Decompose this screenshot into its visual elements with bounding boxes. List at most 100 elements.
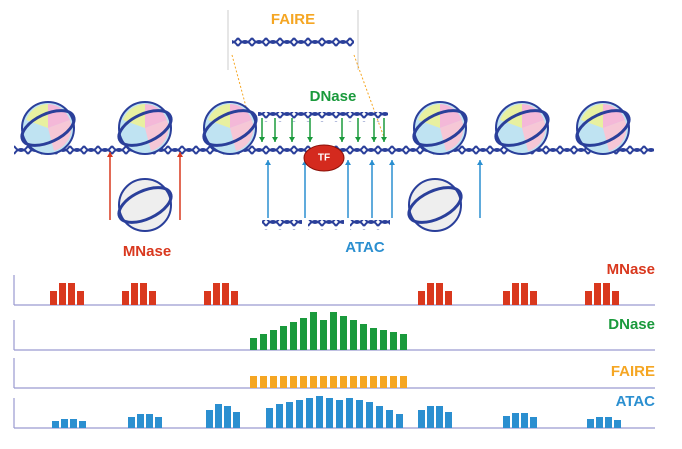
signal-bar xyxy=(427,283,434,305)
signal-bar xyxy=(596,417,603,428)
dna-wrap xyxy=(494,109,550,147)
signal-bar xyxy=(530,291,537,305)
signal-bar xyxy=(260,376,267,388)
signal-bar xyxy=(290,322,297,350)
signal-bar xyxy=(346,398,353,428)
signal-bar xyxy=(356,400,363,428)
dna-fragment xyxy=(308,220,344,230)
dna-fragment xyxy=(232,36,354,48)
signal-bar xyxy=(320,376,327,388)
dna-wrap xyxy=(412,109,468,147)
signal-bar xyxy=(418,291,425,305)
signal-bar xyxy=(366,402,373,428)
signal-bar xyxy=(122,291,129,305)
arrow-head xyxy=(381,137,387,142)
arrow-head xyxy=(265,160,271,165)
signal-bar xyxy=(137,414,144,428)
signal-bar xyxy=(140,283,147,305)
nucleosome-core xyxy=(118,178,172,232)
signal-bar xyxy=(270,330,277,350)
signal-bar xyxy=(250,338,257,350)
signal-bar xyxy=(250,376,257,388)
signal-bar xyxy=(155,417,162,428)
signal-bar xyxy=(605,417,612,428)
arrow-head xyxy=(345,160,351,165)
signal-bar xyxy=(61,419,68,428)
tf-label: TF xyxy=(318,153,330,164)
signal-bar xyxy=(436,283,443,305)
signal-bar xyxy=(50,291,57,305)
track-label: FAIRE xyxy=(611,363,655,380)
histone xyxy=(440,120,464,151)
signal-bar xyxy=(370,376,377,388)
histone xyxy=(522,120,546,151)
signal-bar xyxy=(376,406,383,428)
signal-bar xyxy=(266,408,273,428)
faire-label: FAIRE xyxy=(271,11,315,28)
signal-bar xyxy=(310,312,317,350)
histone xyxy=(230,120,254,151)
nucleosome-core xyxy=(408,178,462,232)
signal-bar xyxy=(52,421,59,428)
signal-bar xyxy=(418,410,425,428)
signal-bar xyxy=(204,291,211,305)
signal-bar xyxy=(260,334,267,350)
arrow-head xyxy=(307,137,313,142)
track-label: DNase xyxy=(608,316,655,333)
histone xyxy=(603,120,627,151)
signal-bar xyxy=(503,416,510,428)
signal-bar xyxy=(427,406,434,428)
signal-bar xyxy=(612,291,619,305)
signal-bar xyxy=(380,330,387,350)
signal-bar xyxy=(445,291,452,305)
signal-bar xyxy=(330,376,337,388)
signal-bar xyxy=(326,398,333,428)
signal-bar xyxy=(390,332,397,350)
signal-bar xyxy=(296,400,303,428)
signal-bar xyxy=(146,414,153,428)
signal-bar xyxy=(503,291,510,305)
signal-bar xyxy=(286,402,293,428)
signal-bar xyxy=(280,376,287,388)
signal-bar xyxy=(360,324,367,350)
signal-bar xyxy=(320,320,327,350)
signal-bar xyxy=(521,413,528,428)
arrow-head xyxy=(339,137,345,142)
signal-bar xyxy=(512,283,519,305)
tf-protein xyxy=(303,144,345,172)
arrow-head xyxy=(371,137,377,142)
signal-bar xyxy=(224,406,231,428)
signal-bar xyxy=(306,398,313,428)
track-label: MNase xyxy=(607,261,655,278)
arrow-head xyxy=(355,137,361,142)
arrow-head xyxy=(477,160,483,165)
dna-wrap xyxy=(117,109,173,147)
dna-fragment xyxy=(258,112,388,122)
schematic xyxy=(14,10,654,232)
signal-bar xyxy=(512,413,519,428)
signal-bar xyxy=(587,419,594,428)
nucleosomes xyxy=(20,101,631,232)
signal-bar xyxy=(70,419,77,428)
signal-bar xyxy=(614,420,621,428)
signal-bar xyxy=(530,417,537,428)
signal-bar xyxy=(77,291,84,305)
signal-bar xyxy=(280,326,287,350)
signal-bar xyxy=(215,404,222,428)
signal-bar xyxy=(603,283,610,305)
signal-bar xyxy=(206,410,213,428)
signal-bar xyxy=(276,404,283,428)
dna-wrap xyxy=(202,109,258,147)
arrow-head xyxy=(259,137,265,142)
dna-wrap xyxy=(117,186,173,224)
signal-bar xyxy=(340,316,347,350)
tracks: MNase DNase FAIRE ATAC xyxy=(13,261,655,429)
signal-bar xyxy=(445,412,452,428)
dna-fragment xyxy=(262,220,302,230)
signal-bar xyxy=(396,414,403,428)
signal-bar xyxy=(233,412,240,428)
arrow-head xyxy=(107,152,113,157)
signal-bar xyxy=(521,283,528,305)
arrows xyxy=(107,118,483,220)
